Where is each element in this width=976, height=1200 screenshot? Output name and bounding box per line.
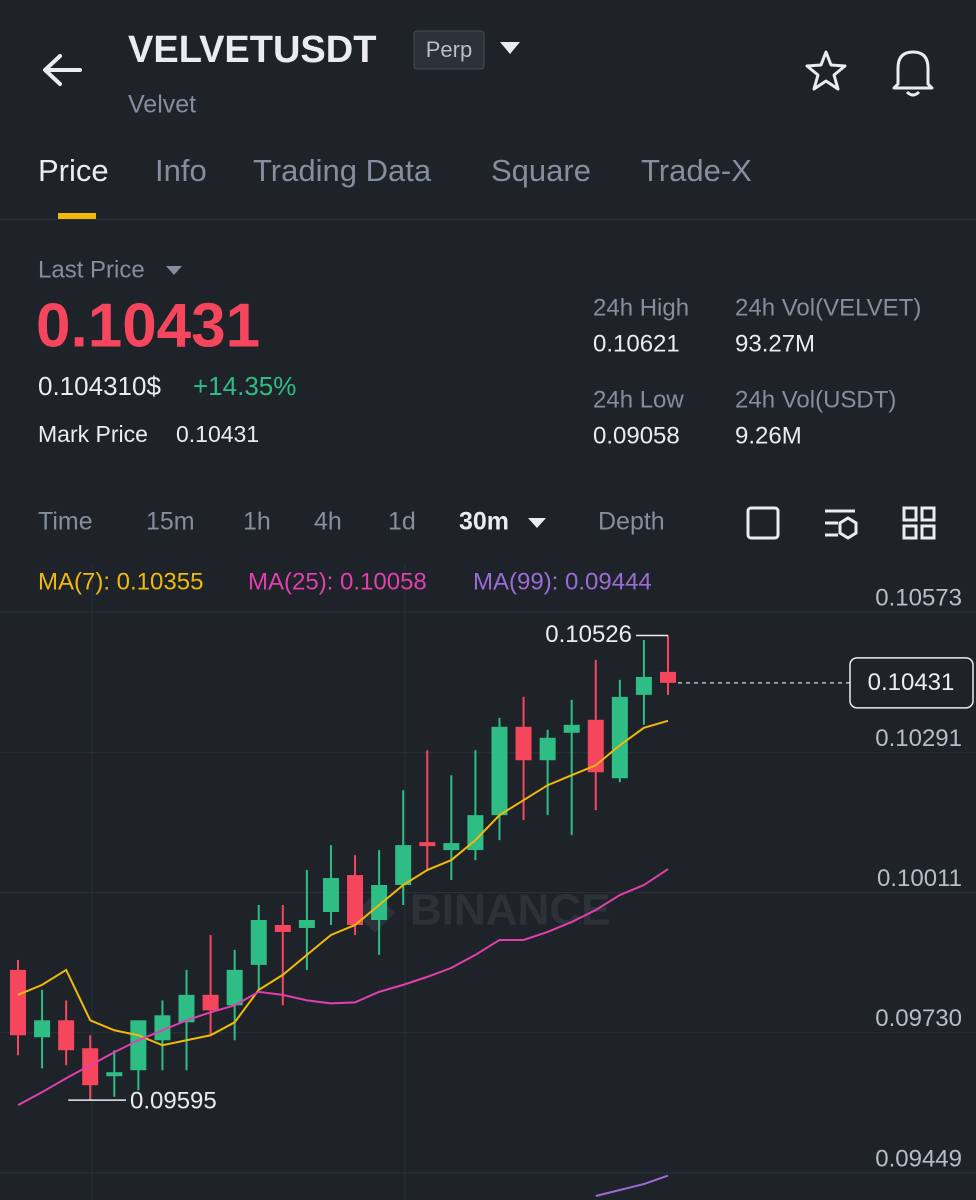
candle-body [371,885,388,920]
subtitle: Velvet [128,91,196,119]
candle-body [178,994,195,1023]
candle-body [491,726,508,816]
interval[interactable]: 1d [388,508,416,536]
interval-dropdown[interactable] [528,518,546,528]
legend-entry: MA(25): 0.10058 [248,568,427,595]
candle-body [467,815,484,851]
tab[interactable]: Price [38,153,109,188]
ma-line [17,868,669,1107]
last-price-label: Last Price [38,256,145,283]
interval[interactable]: 15m [146,508,195,536]
candle-body [298,919,315,928]
tool-fullscreen[interactable] [746,506,780,540]
stat-label: 24h Vol(USDT) [735,386,896,413]
price-box-label: 0.10431 [868,669,955,696]
tabs: Price Info Trading Data Square Trade-X [38,153,752,188]
interval[interactable]: 4h [314,508,342,536]
ma-line [17,719,669,1047]
candle-body [322,878,339,912]
tab[interactable]: Trade-X [641,153,752,188]
back-button[interactable] [43,54,82,86]
candle-body [347,875,364,925]
candle-body [395,845,412,886]
stat-label: 24h High [593,294,689,321]
candle-body [274,924,291,932]
badge: Perp [426,37,472,62]
candle-body [660,671,676,683]
candle-body [443,843,460,851]
candle-body [82,1048,99,1086]
mark-price: 0.10431 [176,421,259,447]
stat-value: 9.26M [735,422,802,449]
price-dropdown[interactable] [166,266,182,275]
stat-label: 24h Low [593,386,684,413]
candle-body [202,994,219,1011]
tool-indicators[interactable] [825,509,858,540]
badge-box [413,30,485,70]
y-tick-label: 0.10291 [875,725,962,752]
interval[interactable]: Depth [598,508,665,536]
candle-body [250,919,267,965]
tab-indicator [58,213,96,219]
legend-entry: MA(7): 0.10355 [38,568,203,595]
interval[interactable]: 1h [243,508,271,536]
interval[interactable]: Time [38,508,93,536]
tool-layout[interactable] [902,506,936,540]
chart-tools [746,506,936,540]
plot [10,635,676,1197]
candle-body [563,724,580,733]
stat-value: 0.10621 [593,330,680,357]
candle-body [130,1020,147,1071]
price-change: +14.35% [193,371,296,401]
high-label: 0.10526 [545,621,632,648]
usd-price: 0.104310$ [38,371,161,401]
candle-body [515,726,532,761]
candle-body [226,969,243,1006]
y-tick-label: 0.09730 [875,1005,962,1032]
tab[interactable]: Trading Data [253,153,432,188]
mark-price-label: Mark Price [38,421,148,447]
legend-entry: MA(99): 0.09444 [473,568,652,595]
candle-body [419,842,436,847]
candle-body [10,969,26,1036]
stats: 24h High 0.10621 24h Vol(VELVET) 93.27M 24h … [593,294,921,449]
stat-label: 24h Vol(VELVET) [735,294,921,321]
watermark: BINANCE [410,886,610,935]
low-label: 0.09595 [130,1088,217,1115]
stat-value: 0.09058 [593,422,680,449]
tab[interactable]: Info [155,153,207,188]
candle-body [34,1020,51,1038]
legend: MA(7): 0.10355 MA(25): 0.10058 MA(99): 0.0… [38,568,652,595]
intervals: Time 15m 1h 4h 1d 30m Depth [38,508,665,536]
symbol: VELVETUSDT [128,29,376,71]
candle-body [154,1015,171,1041]
candle-body [58,1020,75,1051]
candle-body [635,676,652,695]
favorite-button[interactable] [805,50,847,91]
symbol-dropdown[interactable] [500,42,520,54]
stat-value: 93.27M [735,330,815,357]
last-price: 0.10431 [36,291,260,360]
interval[interactable]: 30m [459,508,509,536]
candle-body [587,719,604,773]
y-tick-label: 0.10573 [875,584,962,611]
alert-button[interactable] [892,50,934,97]
candle-body [611,696,628,779]
candle-body [106,1072,123,1077]
y-tick-label: 0.09449 [875,1145,962,1172]
candle-body [539,737,556,761]
price-box [849,657,974,709]
tab[interactable]: Square [491,153,591,188]
ma-line [595,1174,669,1197]
y-tick-label: 0.10011 [877,865,962,892]
